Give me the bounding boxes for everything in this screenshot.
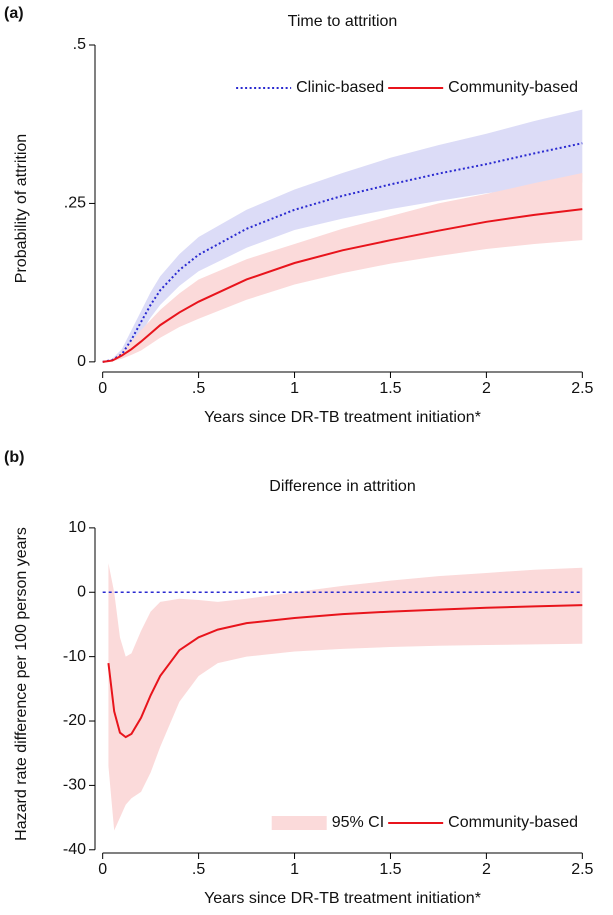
panel-label: (a) — [4, 5, 24, 22]
series-line — [107, 604, 583, 739]
x-tick-label: 1.5 — [379, 861, 401, 878]
x-tick-label: 1 — [290, 380, 299, 397]
legend: 95% CI Community-based — [271, 814, 578, 831]
x-tick-label: .5 — [192, 861, 205, 878]
y-tick-label: .25 — [64, 195, 86, 212]
confidence-band — [102, 109, 583, 362]
y-tick-label: 10 — [68, 519, 86, 536]
series-line — [102, 142, 583, 363]
x-axis-label: Years since DR-TB treatment initiation* — [204, 409, 481, 426]
x-axis-label: Years since DR-TB treatment initiation* — [204, 890, 481, 907]
x-tick-label: 2.5 — [571, 380, 593, 397]
x-tick-label: 0 — [98, 861, 107, 878]
legend-label: Community-based — [448, 79, 578, 96]
x-tick-label: 2 — [482, 861, 491, 878]
y-tick-label: 0 — [77, 353, 86, 370]
y-axis-label: Hazard rate difference per 100 person ye… — [13, 527, 30, 841]
x-tick-label: 2 — [482, 380, 491, 397]
panel-label: (b) — [4, 449, 24, 466]
y-tick-label: -40 — [63, 841, 86, 858]
y-tick-label: -10 — [63, 648, 86, 665]
x-tick-label: 1.5 — [379, 380, 401, 397]
chart-title: Difference in attrition — [269, 478, 415, 495]
legend: Clinic-based Community-based — [236, 79, 578, 96]
legend-label: Clinic-based — [296, 79, 384, 96]
legend-label: 95% CI — [332, 814, 384, 831]
y-tick-label: -20 — [63, 712, 86, 729]
confidence-band — [108, 563, 583, 831]
series-line — [102, 208, 583, 363]
legend-swatch — [271, 816, 327, 830]
confidence-band — [102, 173, 583, 362]
legend-label: Community-based — [448, 814, 578, 831]
y-tick-label: 0 — [77, 583, 86, 600]
x-tick-label: 2.5 — [571, 861, 593, 878]
y-axis-label: Probability of attrition — [13, 134, 30, 283]
x-tick-label: 1 — [290, 861, 299, 878]
chart-title: Time to attrition — [288, 13, 398, 30]
x-tick-label: .5 — [192, 380, 205, 397]
y-tick-label: -30 — [63, 777, 86, 794]
x-tick-label: 0 — [98, 380, 107, 397]
y-tick-label: .5 — [73, 36, 86, 53]
